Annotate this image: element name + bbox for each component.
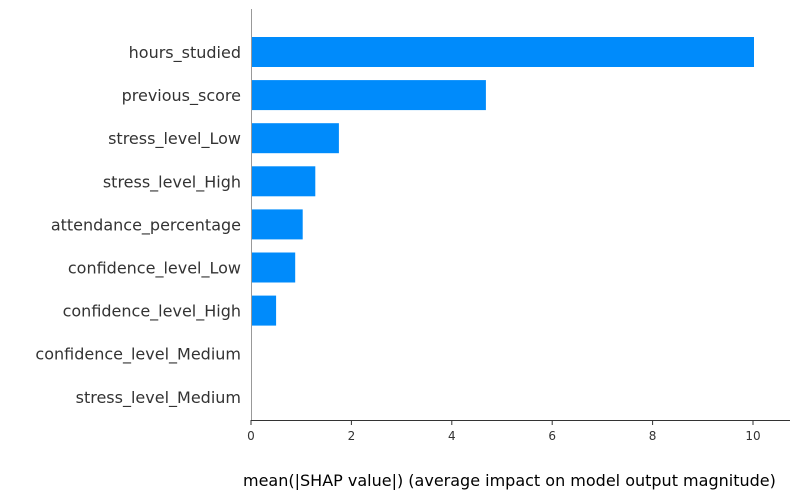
x-axis-label: mean(|SHAP value|) (average impact on mo…: [243, 471, 776, 490]
x-tick-label-4: 4: [448, 429, 456, 443]
feature-label-attendance-percentage: attendance_percentage: [51, 215, 241, 235]
bar-stress-level-high: [251, 166, 316, 197]
x-tick-label-6: 6: [548, 429, 556, 443]
bar-hours-studied: [251, 37, 754, 67]
bar-stress-level-low: [251, 123, 339, 154]
x-tick-label-10: 10: [745, 429, 760, 443]
feature-label-confidence-level-medium: confidence_level_Medium: [35, 345, 241, 365]
feature-label-stress-level-high: stress_level_High: [103, 172, 241, 192]
feature-label-confidence-level-high: confidence_level_High: [63, 302, 241, 322]
feature-label-stress-level-medium: stress_level_Medium: [76, 388, 241, 408]
bar-confidence-level-low: [251, 252, 296, 283]
x-tick-label-2: 2: [348, 429, 356, 443]
feature-label-previous-score: previous_score: [122, 86, 241, 106]
bar-attendance-percentage: [251, 209, 303, 240]
feature-label-hours-studied: hours_studied: [129, 43, 241, 63]
feature-label-confidence-level-low: confidence_level_Low: [68, 259, 241, 279]
feature-label-stress-level-low: stress_level_Low: [108, 129, 241, 149]
x-tick-label-0: 0: [247, 429, 255, 443]
bar-previous-score: [251, 80, 486, 111]
bar-confidence-level-high: [251, 295, 277, 326]
x-tick-label-8: 8: [649, 429, 657, 443]
feature-labels-group: hours_studied previous_score stress_level_…: [35, 43, 241, 408]
bars-group: [251, 37, 754, 326]
x-ticks-group: 0 2 4 6 8 10: [247, 420, 761, 443]
